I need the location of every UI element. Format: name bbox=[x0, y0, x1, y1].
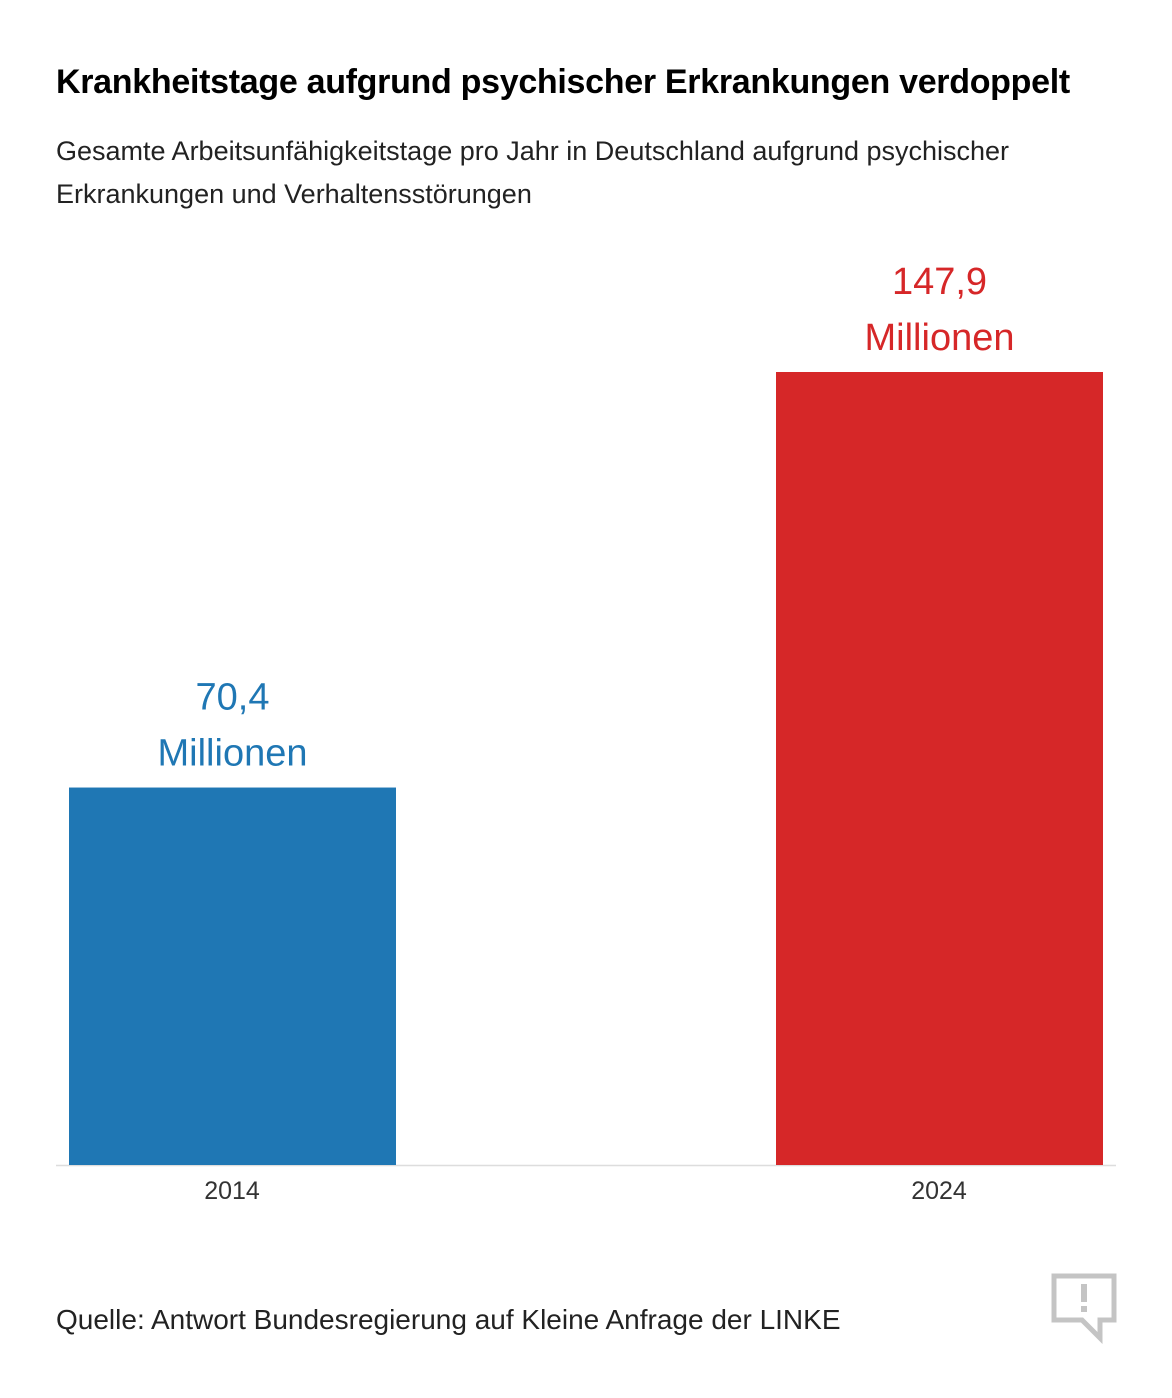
x-tick-label-2024: 2024 bbox=[911, 1177, 967, 1205]
x-tick-label-2014: 2014 bbox=[204, 1177, 260, 1205]
chart-subtitle: Gesamte Arbeitsunfähigkeitstage pro Jahr… bbox=[56, 136, 1010, 209]
bar-2024 bbox=[776, 372, 1103, 1165]
bar-2014 bbox=[69, 787, 396, 1165]
speech-bubble-exclamation-icon bbox=[1051, 1273, 1117, 1344]
chart-title: Krankheitstage aufgrund psychischer Erkr… bbox=[56, 63, 1070, 101]
data-label-2024-line-1: 147,9 bbox=[892, 261, 987, 303]
data-label-2014-line-1: 70,4 bbox=[196, 677, 270, 719]
data-label-2014-line-2: Millionen bbox=[158, 733, 308, 775]
data-label-2024-line-2: Millionen bbox=[865, 317, 1015, 359]
bar-chart: 70,4 Millionen 2014 147,9 Millionen 2024 bbox=[56, 261, 1116, 1205]
source-note: Quelle: Antwort Bundesregierung auf Klei… bbox=[56, 1304, 841, 1335]
